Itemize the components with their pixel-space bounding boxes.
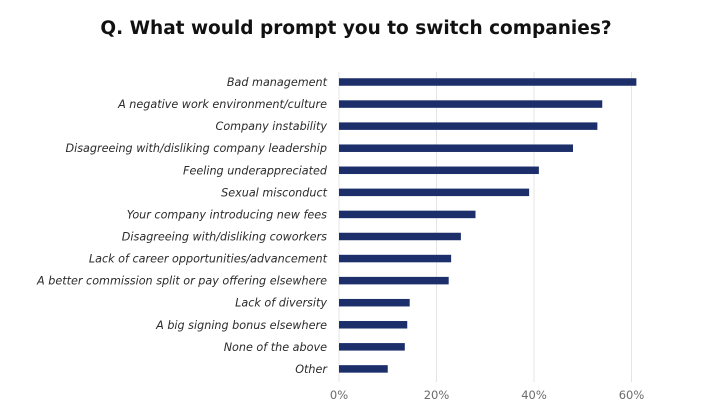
bar [339,298,410,307]
category-label: Feeling underappreciated [183,164,328,177]
category-label: Lack of diversity [235,297,327,310]
category-label: Your company introducing new fees [127,208,327,221]
x-tick-label: 60% [619,388,645,402]
bar [339,188,530,197]
category-label: Disagreeing with/disliking coworkers [122,230,327,243]
bar [339,210,476,219]
bars [339,78,637,373]
category-label: Disagreeing with/disliking company leade… [65,142,327,155]
bar [339,343,405,351]
gridlines [338,72,632,382]
bar [339,122,598,130]
x-tick-label: 0% [330,388,348,402]
category-label: A big signing bonus elsewhere [155,319,327,332]
bar [339,78,637,86]
bar [339,144,573,152]
category-label: Company instability [216,120,328,133]
x-tick-label: 40% [521,388,547,402]
bar [339,100,603,108]
category-label: Other [295,363,328,376]
category-label: Bad management [227,76,328,89]
category-label: A better commission split or pay offerin… [36,275,327,288]
x-tick-label: 20% [424,388,450,402]
bar [339,254,452,263]
category-labels: Bad management A negative work environmen… [36,76,328,376]
bar [339,276,449,285]
x-axis-ticks: 0% 20% 40% 60% [330,388,644,402]
chart-title: Q. What would prompt you to switch compa… [100,18,612,39]
category-label: Sexual misconduct [221,186,327,199]
category-label: A negative work environment/culture [117,98,327,111]
bar [339,365,388,373]
bar [339,232,461,241]
category-label: None of the above [224,341,327,354]
bar [339,166,539,175]
category-label: Lack of career opportunities/advancement [89,253,328,266]
bar [339,321,408,329]
